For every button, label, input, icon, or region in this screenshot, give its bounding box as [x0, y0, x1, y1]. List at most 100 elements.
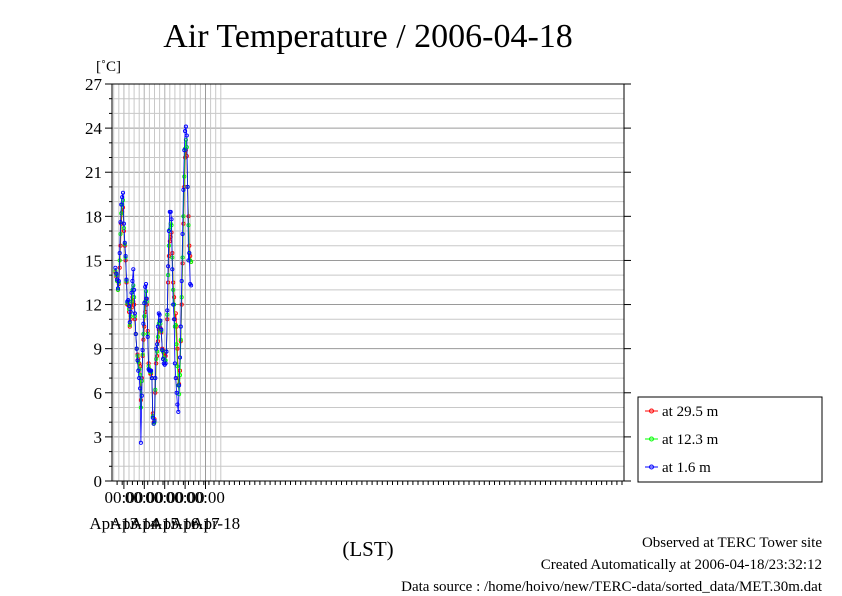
legend-swatch-marker	[649, 408, 654, 414]
x-axis-label: (LST)	[342, 537, 393, 561]
legend-swatch-marker	[649, 436, 654, 442]
x-tick-day-label: Apr-13	[89, 514, 138, 533]
data-point	[157, 312, 162, 317]
data-point	[184, 133, 189, 138]
data-point	[183, 124, 188, 129]
y-tick-label: 24	[85, 119, 103, 138]
data-point	[180, 231, 185, 237]
data-point	[189, 283, 194, 288]
data-point	[138, 386, 143, 391]
data-point	[166, 264, 171, 269]
data-point	[183, 129, 188, 134]
data-point	[138, 440, 143, 445]
data-point	[172, 317, 177, 322]
legend-label: at 29.5 m	[662, 404, 719, 420]
y-tick-label: 6	[94, 384, 103, 403]
x-tick-day-label: Apr-17	[171, 514, 220, 533]
data-point	[119, 202, 124, 207]
data-point	[128, 309, 133, 314]
data-point	[137, 376, 142, 381]
data-point	[177, 373, 183, 378]
x-tick-time-label: 00:00	[125, 488, 164, 507]
data-point	[126, 298, 131, 303]
data-point	[178, 324, 183, 329]
data-point	[122, 240, 127, 245]
data-point	[159, 327, 164, 332]
data-point	[174, 342, 179, 347]
data-point	[141, 321, 146, 326]
data-point	[116, 278, 121, 284]
grid	[112, 84, 624, 481]
data-point	[166, 228, 171, 234]
data-point	[158, 318, 163, 323]
data-point	[175, 364, 180, 369]
data-point	[169, 217, 174, 222]
data-point	[130, 278, 135, 284]
data-point	[155, 342, 160, 347]
data-point	[143, 281, 149, 287]
data-point	[118, 220, 123, 225]
data-point	[124, 277, 129, 282]
data-point	[131, 267, 136, 272]
data-point	[136, 368, 141, 373]
data-point	[165, 308, 170, 313]
data-point	[142, 314, 147, 319]
data-point	[176, 409, 181, 414]
x-tick-time-label: 00:00	[145, 488, 184, 507]
y-tick-label: 12	[85, 296, 102, 315]
data-point	[114, 271, 119, 276]
footer-created: Created Automatically at 2006-04-18/23:3…	[540, 557, 822, 573]
data-point	[183, 137, 188, 142]
data-point	[182, 148, 187, 153]
data-point	[181, 214, 186, 219]
x-tick-day-label: Apr-18	[191, 514, 240, 533]
data-point	[144, 296, 149, 301]
data-point	[134, 346, 139, 351]
data-point	[154, 346, 159, 351]
y-axis: 0 3 6 9 12 15 18 21 24 27	[85, 75, 631, 491]
data-point	[133, 331, 138, 337]
chart-title: Air Temperature / 2006-04-18	[163, 18, 573, 55]
data-point	[171, 302, 176, 307]
plot-frame	[111, 83, 625, 482]
data-point	[185, 184, 190, 189]
data-point	[113, 265, 118, 270]
series-1	[113, 148, 194, 425]
data-point	[180, 255, 185, 260]
data-point	[160, 356, 166, 362]
x-axis: 00:0000:0000:0000:0000:00Apr-13Apr-14Apr…	[89, 481, 623, 533]
data-point	[170, 267, 175, 272]
x-tick-time-label: 00:00	[105, 488, 144, 507]
y-axis-unit: [˚C]	[96, 59, 121, 75]
y-tick-label: 21	[85, 163, 102, 182]
data-point	[160, 348, 165, 353]
series-3	[113, 124, 194, 445]
data-point	[155, 324, 160, 329]
data-point	[149, 368, 154, 373]
y-tick-label: 15	[85, 251, 102, 270]
y-tick-label: 0	[94, 472, 103, 491]
data-point	[172, 361, 177, 366]
data-point	[140, 348, 145, 353]
legend-label: at 1.6 m	[662, 460, 711, 476]
data-point	[168, 209, 173, 214]
data-point	[164, 349, 169, 354]
data-point	[175, 402, 180, 407]
data-point	[126, 303, 132, 309]
x-tick-day-label: Apr-16	[151, 514, 200, 533]
data-point	[121, 221, 126, 226]
y-tick-label: 18	[85, 207, 102, 226]
data-point	[139, 393, 144, 398]
data-point	[153, 376, 158, 381]
data-point	[175, 346, 180, 351]
y-tick-label: 9	[94, 340, 103, 359]
data-point	[135, 358, 140, 363]
footer-observed: Observed at TERC Tower site	[641, 535, 822, 551]
data-point	[182, 174, 187, 179]
x-tick-day-label: Apr-14	[110, 514, 159, 533]
x-tick-time-label: 00:00	[166, 488, 205, 507]
data-point	[152, 418, 157, 423]
data-point	[186, 223, 191, 228]
x-tick-day-label: Apr-15	[130, 514, 179, 533]
